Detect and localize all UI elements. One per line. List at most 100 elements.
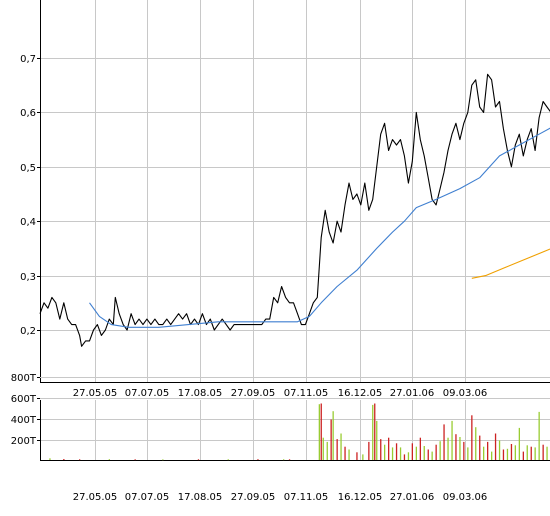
volume-bar xyxy=(428,450,429,461)
volume-bar xyxy=(344,447,345,460)
volume-bar xyxy=(539,412,540,460)
volume-bar xyxy=(384,445,385,460)
price-x-tick-label: 27.05.05 xyxy=(73,388,118,399)
volume-x-tick-label: 07.11.05 xyxy=(284,492,329,503)
volume-y-tick-labels: 200T 400T 600T 800T xyxy=(11,373,40,447)
volume-bar xyxy=(531,447,532,460)
volume-bar xyxy=(348,450,349,461)
volume-bar xyxy=(443,424,444,460)
volume-bar xyxy=(412,443,413,460)
volume-bar xyxy=(507,449,508,460)
volume-bar xyxy=(459,437,460,460)
volume-x-tick-label: 17.08.05 xyxy=(178,492,223,503)
volume-bar xyxy=(162,459,163,460)
price-panel: 0,2 0,3 0,4 0,5 0,6 0,7 27.05.05 07.07.05 17.08.… xyxy=(20,0,550,399)
volume-bar xyxy=(543,445,544,460)
volume-bar xyxy=(451,421,452,460)
volume-bar xyxy=(436,445,437,460)
volume-bar xyxy=(340,434,341,461)
volume-bar xyxy=(333,411,334,460)
volume-bar xyxy=(283,459,284,460)
volume-y-tick-label: 400T xyxy=(11,415,37,426)
volume-bar xyxy=(49,458,50,460)
volume-bar xyxy=(467,447,468,460)
volume-bar xyxy=(471,415,472,460)
price-y-tick-label: 0,7 xyxy=(20,54,36,65)
volume-x-tick-label: 27.09.05 xyxy=(231,492,276,503)
volume-bar xyxy=(362,454,363,460)
volume-bar xyxy=(321,404,322,461)
volume-bar xyxy=(198,459,199,460)
volume-bar xyxy=(400,447,401,460)
price-y-tick-labels: 0,2 0,3 0,4 0,5 0,6 0,7 xyxy=(20,54,40,337)
price-y-tick-label: 0,4 xyxy=(20,217,36,228)
volume-bar xyxy=(535,447,536,460)
volume-bar xyxy=(511,444,512,460)
volume-bar xyxy=(420,438,421,460)
volume-bar xyxy=(319,404,320,460)
volume-bar xyxy=(546,447,547,460)
price-y-tick-label: 0,6 xyxy=(20,108,36,119)
volume-bar xyxy=(440,441,441,460)
volume-bar xyxy=(63,459,64,460)
volume-bar xyxy=(228,459,229,460)
volume-y-tick-label: 600T xyxy=(11,394,37,405)
volume-x-tick-labels: 27.05.05 07.07.05 17.08.05 27.09.05 07.11.05… xyxy=(73,492,488,503)
volume-bar xyxy=(523,452,524,460)
volume-bar xyxy=(374,404,375,461)
volume-bar xyxy=(463,442,464,460)
volume-bar xyxy=(289,459,290,460)
price-x-tick-label: 16.12.05 xyxy=(338,388,383,399)
volume-bar xyxy=(408,452,409,460)
volume-bars xyxy=(49,404,550,461)
price-y-tick-label: 0,5 xyxy=(20,163,36,174)
volume-bar xyxy=(135,459,136,460)
volume-x-tick-label: 07.07.05 xyxy=(125,492,170,503)
volume-bar xyxy=(515,445,516,460)
volume-bar xyxy=(356,452,357,460)
volume-bar xyxy=(432,452,433,460)
volume-bar xyxy=(475,427,476,460)
volume-bar xyxy=(491,452,492,460)
volume-x-tick-label: 27.05.05 xyxy=(73,492,118,503)
volume-bar xyxy=(483,447,484,460)
price-x-tick-label: 27.09.05 xyxy=(231,388,276,399)
volume-bar xyxy=(331,420,332,461)
volume-bar xyxy=(447,438,448,460)
volume-x-tick-label: 16.12.05 xyxy=(338,492,383,503)
volume-bar xyxy=(499,441,500,461)
volume-bar xyxy=(503,450,504,461)
price-x-tick-labels: 27.05.05 07.07.05 17.08.05 27.09.05 07.11.05… xyxy=(73,388,488,399)
volume-bar xyxy=(424,446,425,460)
volume-bar xyxy=(519,428,520,460)
volume-bar xyxy=(109,459,110,460)
price-y-tick-label: 0,3 xyxy=(20,272,36,283)
volume-bar xyxy=(323,438,324,460)
volume-bar xyxy=(372,405,373,460)
volume-bar xyxy=(455,434,456,460)
volume-bar xyxy=(337,439,338,460)
volume-bar xyxy=(376,421,377,460)
volume-x-tick-label: 09.03.06 xyxy=(443,492,488,503)
volume-bar xyxy=(495,434,496,461)
price-x-tick-label: 07.11.05 xyxy=(284,388,329,399)
volume-bar xyxy=(327,442,328,460)
volume-bar xyxy=(79,459,80,460)
price-x-tick-label: 09.03.06 xyxy=(443,388,488,399)
price-y-tick-label: 0,2 xyxy=(20,326,36,337)
volume-bar xyxy=(479,436,480,460)
volume-bar xyxy=(257,459,258,460)
volume-bar xyxy=(487,442,488,460)
volume-bar xyxy=(396,443,397,460)
volume-y-tick-label: 800T xyxy=(11,373,37,384)
volume-bar xyxy=(392,447,393,460)
volume-bar xyxy=(388,438,389,460)
price-x-tick-label: 17.08.05 xyxy=(178,388,223,399)
volume-bar xyxy=(380,439,381,460)
volume-bar xyxy=(527,445,528,460)
volume-y-tick-label: 200T xyxy=(11,436,37,447)
price-x-tick-label: 07.07.05 xyxy=(125,388,170,399)
price-x-tick-label: 27.01.06 xyxy=(390,388,435,399)
